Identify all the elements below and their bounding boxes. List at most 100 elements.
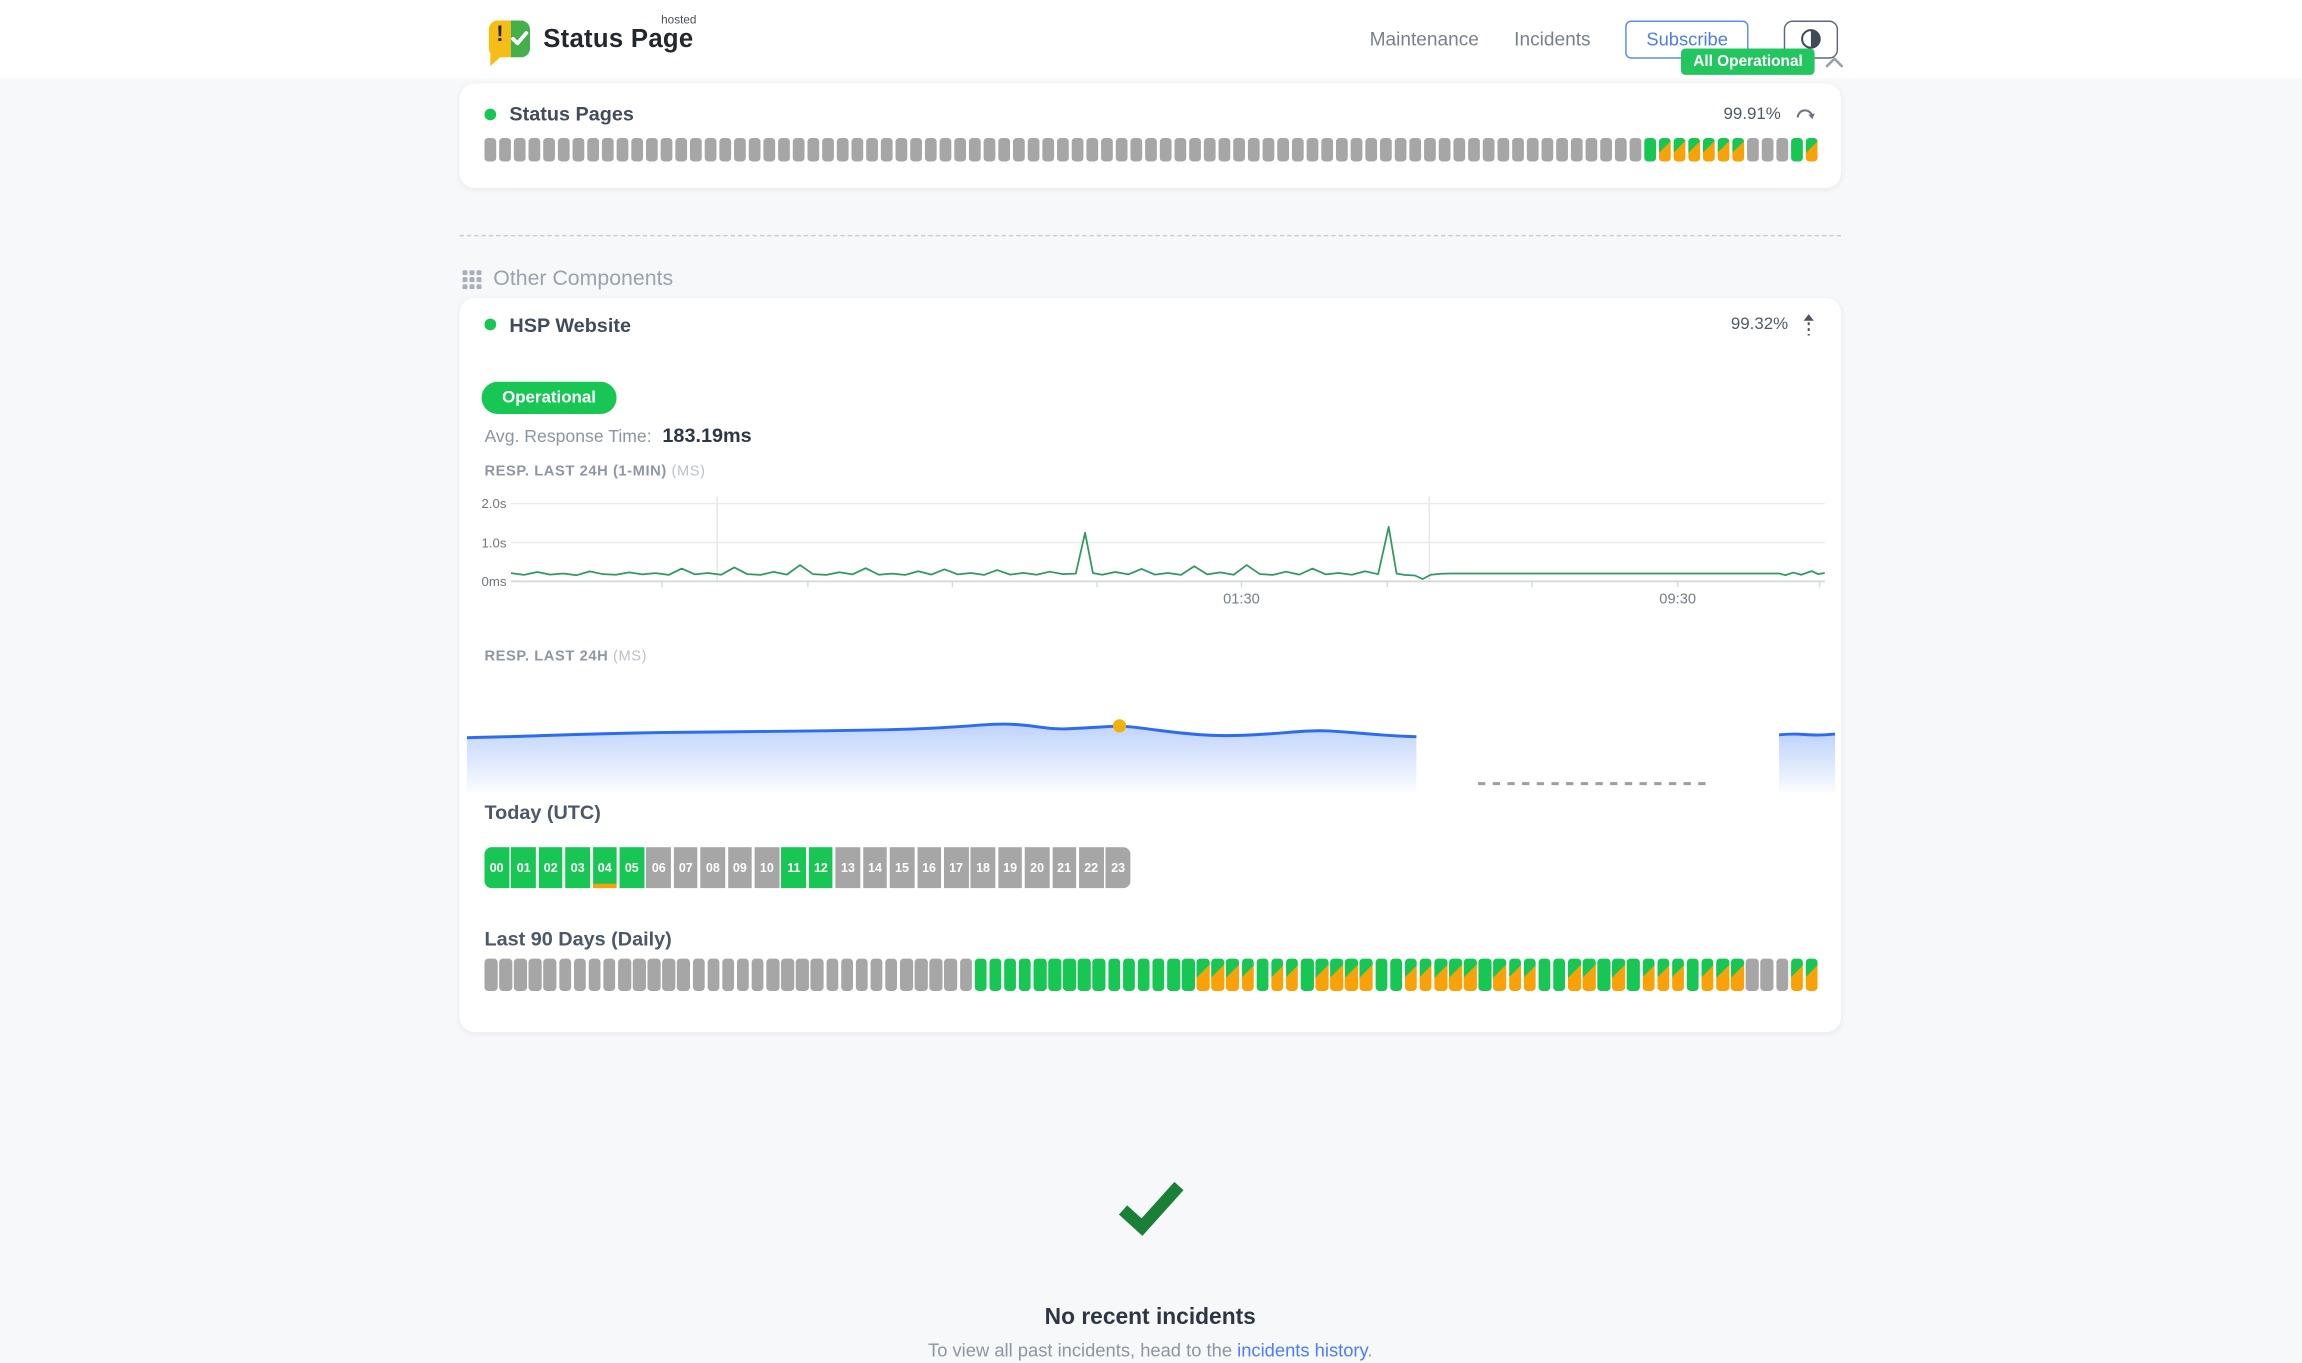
daily-uptime-bar[interactable] <box>1760 958 1774 991</box>
uptime-day-bar[interactable] <box>895 138 907 162</box>
uptime-day-bar[interactable] <box>1585 138 1597 162</box>
uptime-day-bar[interactable] <box>1747 138 1759 162</box>
daily-uptime-bar[interactable] <box>1152 958 1165 991</box>
uptime-day-bar[interactable] <box>1673 138 1685 162</box>
daily-uptime-bar[interactable] <box>840 958 854 991</box>
uptime-day-bar[interactable] <box>1394 138 1406 162</box>
uptime-day-bar[interactable] <box>1600 138 1612 162</box>
daily-uptime-bar[interactable] <box>870 958 883 991</box>
uptime-day-bar[interactable] <box>543 138 555 162</box>
hour-box-20[interactable]: 20 <box>1024 847 1050 889</box>
uptime-day-bar[interactable] <box>1365 138 1377 162</box>
response-area-chart-svg[interactable] <box>466 683 1836 793</box>
daily-uptime-bar[interactable] <box>781 958 794 991</box>
daily-uptime-bar[interactable] <box>1330 958 1343 991</box>
daily-uptime-bar[interactable] <box>1464 958 1477 991</box>
daily-uptime-bar[interactable] <box>647 958 661 991</box>
uptime-day-bar[interactable] <box>1233 138 1245 162</box>
uptime-day-bar[interactable] <box>807 138 819 162</box>
uptime-day-bar[interactable] <box>1203 138 1215 162</box>
daily-uptime-bar[interactable] <box>736 958 750 991</box>
uptime-day-bar[interactable] <box>1321 138 1333 162</box>
uptime-day-bar[interactable] <box>1424 138 1436 162</box>
daily-uptime-bar[interactable] <box>1196 958 1210 991</box>
daily-uptime-bar[interactable] <box>1701 958 1714 991</box>
daily-uptime-bar[interactable] <box>1434 958 1447 991</box>
daily-uptime-bar[interactable] <box>1731 958 1744 991</box>
daily-uptime-bar[interactable] <box>1597 958 1611 991</box>
uptime-day-bar[interactable] <box>1012 138 1025 162</box>
daily-uptime-bar[interactable] <box>1137 958 1151 991</box>
daily-uptime-bar[interactable] <box>1256 958 1269 991</box>
daily-uptime-bar[interactable] <box>1716 958 1729 991</box>
daily-uptime-bar[interactable] <box>1746 958 1759 991</box>
uptime-day-bar[interactable] <box>924 138 936 162</box>
brand-logo[interactable]: ! Status Page hosted <box>488 13 696 67</box>
uptime-day-bar[interactable] <box>1776 138 1788 162</box>
uptime-day-bar[interactable] <box>1658 138 1670 162</box>
hour-box-10[interactable]: 10 <box>754 847 780 889</box>
uptime-day-bar[interactable] <box>1614 138 1626 162</box>
daily-uptime-bar[interactable] <box>603 958 616 991</box>
uptime-day-bar[interactable] <box>557 138 569 162</box>
uptime-day-bar[interactable] <box>998 138 1010 162</box>
daily-uptime-bar[interactable] <box>1478 958 1492 991</box>
hour-box-04[interactable]: 04 <box>592 847 617 889</box>
uptime-day-bar[interactable] <box>572 138 584 162</box>
daily-uptime-bar[interactable] <box>959 958 972 991</box>
uptime-day-bar[interactable] <box>851 138 863 162</box>
daily-uptime-bar[interactable] <box>1078 958 1091 991</box>
uptime-day-bar[interactable] <box>968 138 980 162</box>
uptime-day-bar[interactable] <box>1306 138 1318 162</box>
daily-uptime-bar[interactable] <box>514 958 527 991</box>
daily-uptime-bar[interactable] <box>499 958 512 991</box>
uptime-day-bar[interactable] <box>1277 138 1289 162</box>
uptime-day-bar[interactable] <box>1409 138 1421 162</box>
hour-box-09[interactable]: 09 <box>727 847 753 889</box>
uptime-day-bar[interactable] <box>748 138 760 162</box>
response-area-chart[interactable] <box>466 683 1836 793</box>
hour-box-18[interactable]: 18 <box>970 847 996 889</box>
hour-box-03[interactable]: 03 <box>565 847 590 889</box>
uptime-day-bar[interactable] <box>1482 138 1494 162</box>
daily-uptime-bar[interactable] <box>1671 958 1685 991</box>
daily-uptime-bar[interactable] <box>1182 958 1195 991</box>
uptime-day-bar[interactable] <box>1071 138 1083 162</box>
incidents-history-link[interactable]: incidents history <box>1237 1340 1368 1361</box>
uptime-day-bar[interactable] <box>983 138 995 162</box>
uptime-day-bar[interactable] <box>778 138 790 162</box>
daily-uptime-bar[interactable] <box>751 958 765 991</box>
refresh-icon[interactable] <box>1794 104 1816 123</box>
uptime-day-bar[interactable] <box>1174 138 1186 162</box>
uptime-day-bar[interactable] <box>910 138 922 162</box>
uptime-day-bar[interactable] <box>1057 138 1069 162</box>
hour-box-05[interactable]: 05 <box>619 847 644 889</box>
daily-uptime-bar[interactable] <box>632 958 646 991</box>
daily-uptime-bar[interactable] <box>1033 958 1047 991</box>
daily-uptime-bar[interactable] <box>1642 958 1655 991</box>
daily-uptime-bar[interactable] <box>1508 958 1522 991</box>
uptime-day-bar[interactable] <box>631 138 643 162</box>
hour-box-06[interactable]: 06 <box>646 847 671 889</box>
uptime-day-bar[interactable] <box>1526 138 1538 162</box>
hour-box-15[interactable]: 15 <box>889 847 915 889</box>
daily-uptime-bar[interactable] <box>1271 958 1284 991</box>
uptime-day-bar[interactable] <box>1556 138 1568 162</box>
uptime-day-bar[interactable] <box>880 138 892 162</box>
hour-box-19[interactable]: 19 <box>997 847 1023 889</box>
hour-box-13[interactable]: 13 <box>835 847 861 889</box>
uptime-day-bar[interactable] <box>1159 138 1171 162</box>
uptime-day-bar[interactable] <box>660 138 672 162</box>
uptime-day-bar[interactable] <box>1644 138 1656 162</box>
daily-uptime-bar[interactable] <box>484 958 497 991</box>
uptime-day-bar[interactable] <box>1380 138 1392 162</box>
uptime-day-bar[interactable] <box>1512 138 1524 162</box>
uptime-day-bar[interactable] <box>1805 138 1817 162</box>
hour-box-17[interactable]: 17 <box>943 847 969 889</box>
uptime-day-bar[interactable] <box>719 138 731 162</box>
daily-uptime-bar[interactable] <box>692 958 705 991</box>
daily-uptime-bar[interactable] <box>1345 958 1358 991</box>
uptime-day-bar[interactable] <box>616 138 628 162</box>
uptime-day-bar[interactable] <box>954 138 966 162</box>
daily-uptime-bar[interactable] <box>677 958 690 991</box>
